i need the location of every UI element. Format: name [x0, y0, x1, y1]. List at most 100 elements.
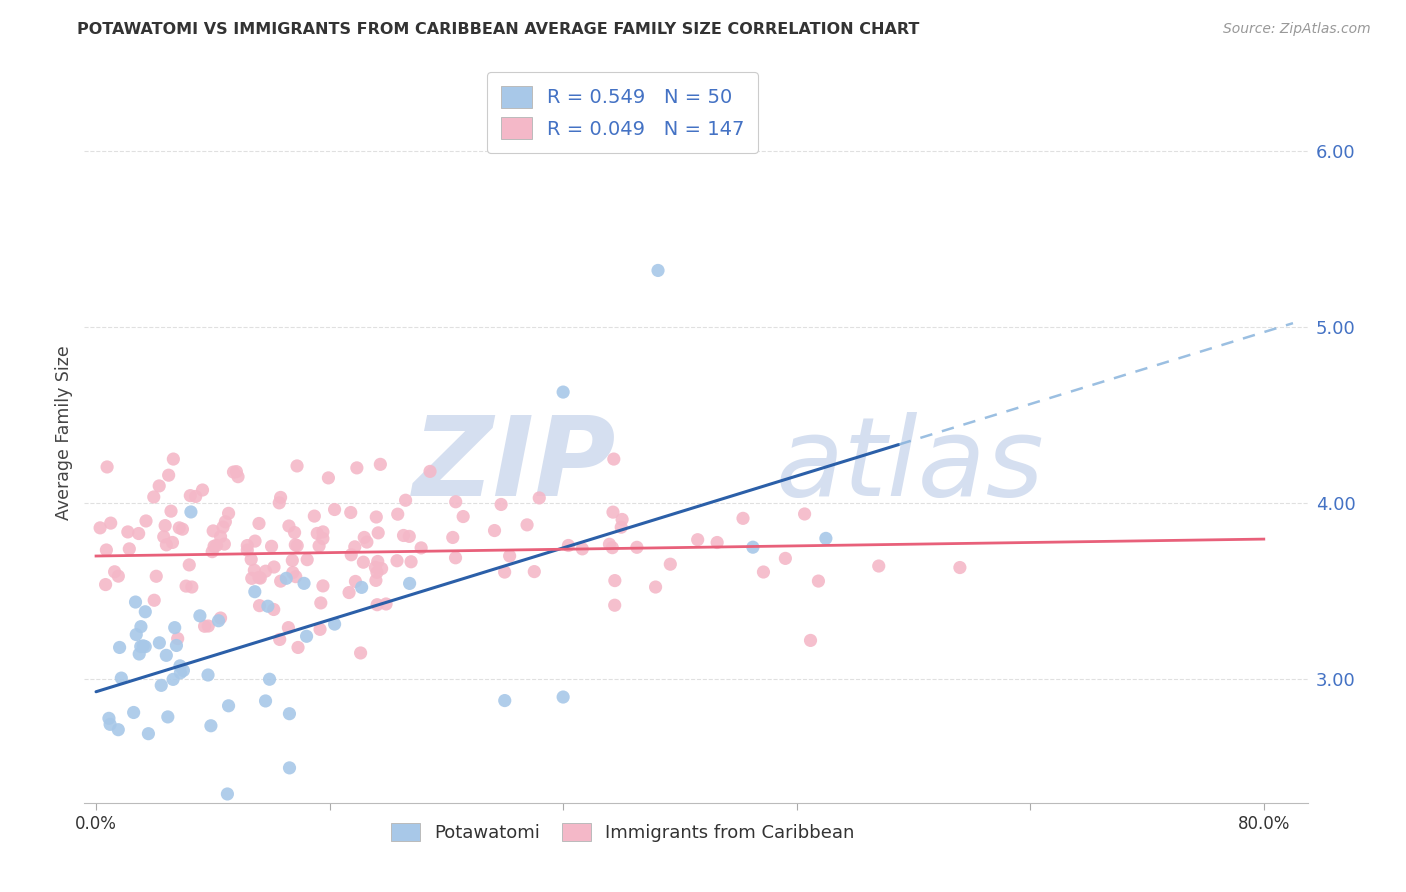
Point: [444, 495, 467, 509]
Point: [277, 519, 299, 533]
Point: [647, 263, 669, 277]
Point: [214, 537, 236, 551]
Point: [163, 621, 186, 635]
Point: [122, 706, 145, 720]
Point: [419, 464, 441, 478]
Point: [172, 522, 194, 536]
Point: [284, 525, 307, 540]
Point: [108, 640, 131, 655]
Point: [98, 717, 121, 731]
Point: [263, 602, 285, 616]
Point: [366, 598, 388, 612]
Point: [387, 507, 409, 521]
Point: [411, 541, 433, 555]
Point: [602, 505, 624, 519]
Point: [169, 521, 191, 535]
Point: [236, 539, 259, 553]
Point: [157, 468, 180, 483]
Point: [370, 561, 392, 575]
Point: [659, 558, 682, 572]
Point: [197, 668, 219, 682]
Point: [155, 538, 177, 552]
Point: [184, 490, 207, 504]
Point: [284, 538, 307, 552]
Point: [598, 537, 620, 551]
Point: [364, 574, 387, 588]
Point: [162, 673, 184, 687]
Point: [353, 531, 375, 545]
Point: [644, 580, 666, 594]
Point: [135, 514, 157, 528]
Point: [602, 541, 624, 555]
Point: [346, 461, 368, 475]
Point: [553, 385, 575, 400]
Point: [309, 596, 332, 610]
Point: [247, 516, 270, 531]
Point: [323, 617, 346, 632]
Point: [451, 509, 474, 524]
Point: [142, 490, 165, 504]
Point: [243, 534, 266, 549]
Point: [249, 599, 271, 613]
Point: [240, 571, 263, 585]
Point: [165, 639, 187, 653]
Point: [125, 627, 148, 641]
Point: [375, 597, 398, 611]
Point: [484, 524, 506, 538]
Point: [269, 632, 291, 647]
Point: [179, 489, 201, 503]
Point: [152, 530, 174, 544]
Point: [110, 671, 132, 685]
Point: [194, 619, 217, 633]
Text: POTAWATOMI VS IMMIGRANTS FROM CARIBBEAN AVERAGE FAMILY SIZE CORRELATION CHART: POTAWATOMI VS IMMIGRANTS FROM CARIBBEAN …: [77, 22, 920, 37]
Point: [97, 711, 120, 725]
Point: [498, 549, 520, 563]
Point: [212, 520, 235, 534]
Point: [516, 517, 538, 532]
Point: [160, 504, 183, 518]
Point: [174, 579, 197, 593]
Point: [134, 605, 156, 619]
Point: [367, 525, 389, 540]
Point: [214, 515, 236, 529]
Point: [156, 710, 179, 724]
Point: [179, 558, 201, 572]
Point: [218, 698, 240, 713]
Point: [254, 564, 277, 578]
Point: [132, 639, 155, 653]
Point: [304, 509, 326, 524]
Point: [752, 565, 775, 579]
Point: [307, 526, 329, 541]
Point: [200, 719, 222, 733]
Point: [117, 524, 139, 539]
Point: [277, 621, 299, 635]
Point: [243, 584, 266, 599]
Point: [399, 555, 422, 569]
Point: [257, 599, 280, 614]
Point: [366, 566, 388, 580]
Point: [444, 550, 467, 565]
Point: [96, 543, 118, 558]
Point: [100, 516, 122, 530]
Point: [706, 535, 728, 549]
Point: [148, 479, 170, 493]
Point: [793, 507, 815, 521]
Point: [169, 665, 191, 680]
Point: [270, 491, 292, 505]
Point: [494, 693, 516, 707]
Point: [281, 553, 304, 567]
Point: [96, 459, 118, 474]
Point: [148, 636, 170, 650]
Point: [138, 727, 160, 741]
Point: [259, 672, 281, 686]
Point: [339, 506, 361, 520]
Point: [814, 532, 837, 546]
Point: [240, 552, 263, 566]
Point: [269, 496, 291, 510]
Point: [155, 648, 177, 663]
Legend: Potawatomi, Immigrants from Caribbean: Potawatomi, Immigrants from Caribbean: [384, 815, 862, 849]
Point: [249, 571, 271, 585]
Point: [292, 576, 315, 591]
Point: [143, 593, 166, 607]
Point: [243, 563, 266, 577]
